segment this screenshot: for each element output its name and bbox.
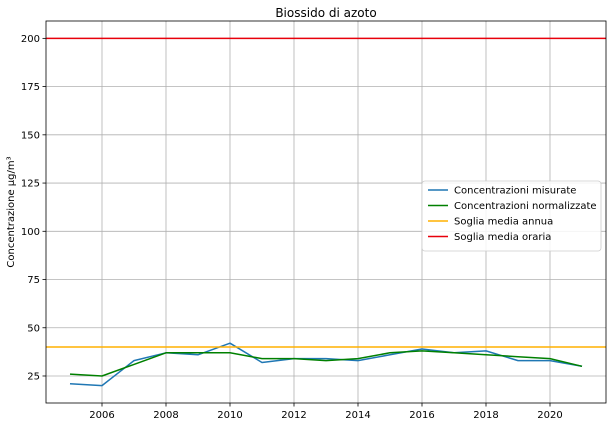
y-tick-label: 25 [27, 371, 40, 382]
ticks: 2006 2008 2010 2012 2014 2016 2018 2020 25 50 75 10… [21, 34, 563, 421]
legend-entry-label: Concentrazioni normalizzate [454, 201, 597, 212]
x-tick-label: 2008 [153, 410, 178, 421]
series-line-1 [69, 350, 583, 377]
legend: Concentrazioni misurate Concentrazioni no… [421, 180, 602, 252]
x-tick-label: 2018 [473, 410, 498, 421]
y-tick-label: 150 [21, 130, 40, 141]
y-tick-label: 100 [21, 227, 40, 238]
x-tick-label: 2010 [217, 410, 242, 421]
y-tick-label: 125 [21, 179, 40, 190]
x-tick-label: 2006 [89, 410, 114, 421]
x-tick-label: 2016 [409, 410, 434, 421]
legend-entry-label: Soglia media annua [454, 217, 553, 228]
x-tick-label: 2014 [345, 410, 370, 421]
x-tick-label: 2012 [281, 410, 306, 421]
x-tick-label: 2020 [537, 410, 562, 421]
y-tick-label: 175 [21, 82, 40, 93]
chart-title: Biossido di azoto [275, 6, 376, 20]
legend-box [421, 180, 602, 252]
series-layer [46, 37, 606, 387]
legend-entry-label: Soglia media oraria [454, 232, 551, 243]
y-tick-label: 200 [21, 34, 40, 45]
y-tick-label: 75 [27, 275, 40, 286]
series-line-0 [69, 342, 583, 387]
legend-entry-label: Concentrazioni misurate [454, 186, 576, 197]
plot-frame [45, 20, 607, 404]
y-tick-label: 50 [27, 323, 40, 334]
y-axis-label: Concentrazione µg/m³ [6, 156, 17, 267]
